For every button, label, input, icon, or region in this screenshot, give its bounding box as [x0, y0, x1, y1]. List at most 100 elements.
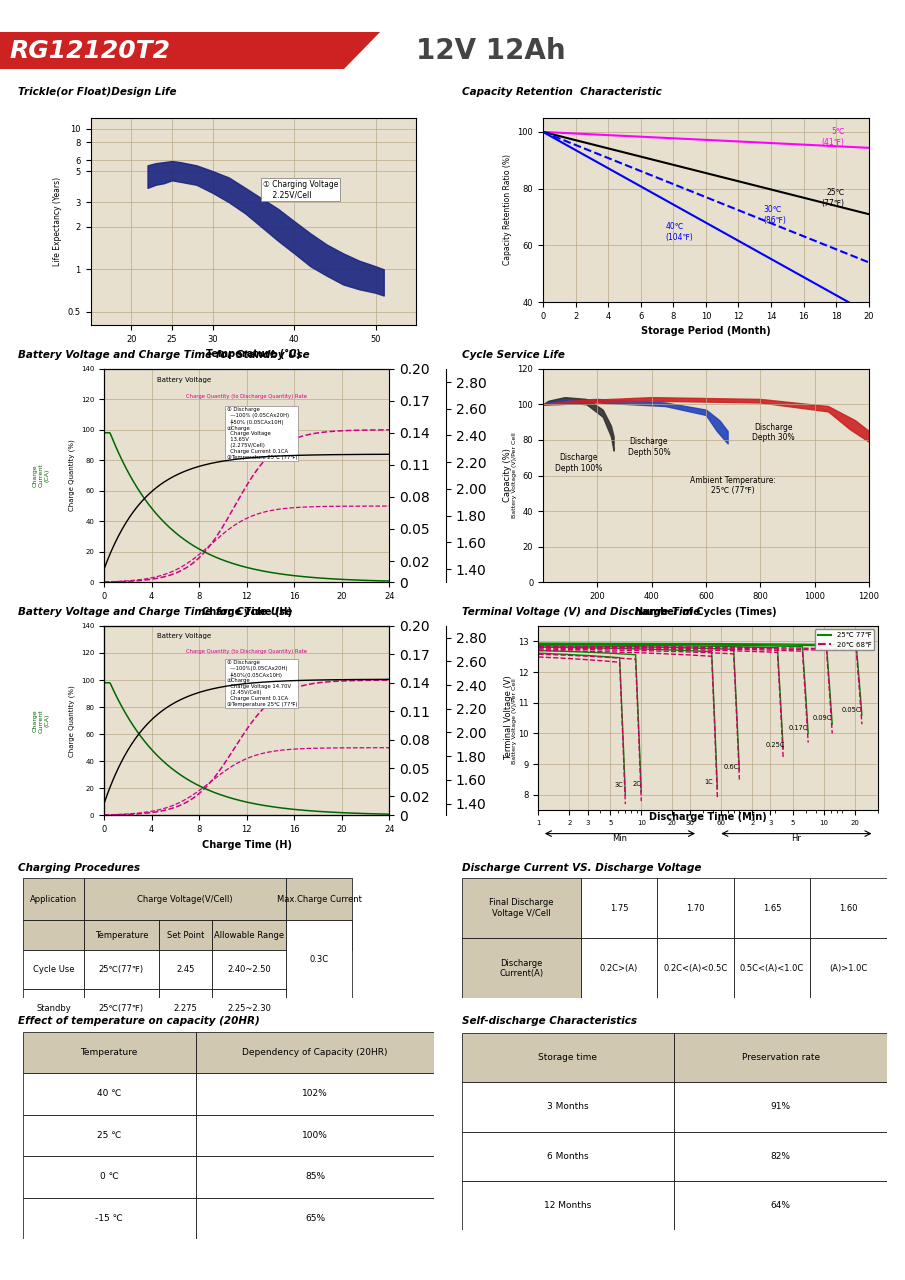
Legend: 25℃ 77℉, 20℃ 68℉: 25℃ 77℉, 20℃ 68℉ — [814, 630, 874, 650]
Bar — [462, 938, 581, 998]
Text: Discharge
Depth 30%: Discharge Depth 30% — [752, 424, 795, 443]
Bar — [674, 1132, 887, 1180]
Bar — [23, 1115, 195, 1156]
Text: Charge Quantity (to Discharge Quantity) Rate: Charge Quantity (to Discharge Quantity) … — [186, 649, 307, 654]
Bar — [657, 878, 734, 938]
Text: 40 ℃: 40 ℃ — [97, 1089, 121, 1098]
Bar — [581, 938, 657, 998]
Text: ① Discharge
  —100%(0.05CAx20H)
  ╄50%(0.05CAx10H)
②Charge
  Charge Voltage 14.7: ① Discharge —100%(0.05CAx20H) ╄50%(0.05C… — [226, 660, 297, 707]
Text: RG12120T2: RG12120T2 — [9, 38, 170, 63]
Text: 12 Months: 12 Months — [544, 1201, 592, 1210]
Text: 1.65: 1.65 — [763, 904, 781, 913]
Text: Self-discharge Characteristics: Self-discharge Characteristics — [462, 1016, 636, 1027]
Y-axis label: Charge Quantity (%): Charge Quantity (%) — [69, 685, 75, 756]
Text: 2C: 2C — [632, 781, 641, 787]
X-axis label: Temperature (°C): Temperature (°C) — [206, 349, 300, 360]
Text: Max.Charge Current: Max.Charge Current — [277, 895, 361, 904]
Text: 40℃
(104℉): 40℃ (104℉) — [665, 223, 693, 242]
Text: 0.25C: 0.25C — [766, 742, 785, 749]
Y-axis label: Capacity Retention Ratio (%): Capacity Retention Ratio (%) — [503, 155, 512, 265]
Text: Discharge
Depth 100%: Discharge Depth 100% — [555, 453, 602, 472]
Text: Discharge
Depth 50%: Discharge Depth 50% — [627, 438, 671, 457]
Y-axis label: Terminal Voltage (V): Terminal Voltage (V) — [503, 676, 512, 760]
Text: 0.2C>(A): 0.2C>(A) — [600, 964, 638, 973]
Text: 100%: 100% — [302, 1130, 328, 1140]
Text: Cycle Service Life: Cycle Service Life — [462, 349, 565, 360]
Y-axis label: Capacity (%): Capacity (%) — [503, 448, 512, 503]
Text: 2.45: 2.45 — [176, 965, 195, 974]
Text: 64%: 64% — [770, 1201, 791, 1210]
Bar — [462, 1132, 674, 1180]
Bar — [462, 1033, 674, 1083]
Bar — [810, 878, 887, 938]
Text: 91%: 91% — [770, 1102, 791, 1111]
Text: 0.6C: 0.6C — [724, 764, 738, 769]
Bar — [286, 920, 352, 950]
X-axis label: Number of Cycles (Times): Number of Cycles (Times) — [635, 607, 776, 617]
Y-axis label: Battery Voltage (V)/Per Cell: Battery Voltage (V)/Per Cell — [511, 678, 517, 763]
Text: Temperature: Temperature — [95, 931, 148, 940]
Bar — [734, 938, 810, 998]
Text: ① Discharge
  —100% (0.05CAx20H)
  ╄50% (0.05CAx10H)
②Charge
  Charge Voltage
  : ① Discharge —100% (0.05CAx20H) ╄50% (0.0… — [226, 407, 297, 460]
Bar — [84, 950, 158, 989]
Text: Preservation rate: Preservation rate — [741, 1053, 820, 1062]
Text: Battery Voltage: Battery Voltage — [157, 378, 211, 383]
Text: 2.25~2.30: 2.25~2.30 — [227, 1005, 271, 1014]
Text: 1C: 1C — [704, 780, 713, 785]
Text: 0.17C: 0.17C — [789, 726, 808, 731]
Text: 0 ℃: 0 ℃ — [100, 1172, 119, 1181]
Bar — [84, 920, 158, 950]
X-axis label: Storage Period (Month): Storage Period (Month) — [641, 326, 771, 337]
Text: 0.5C<(A)<1.0C: 0.5C<(A)<1.0C — [740, 964, 805, 973]
Text: -15 ℃: -15 ℃ — [95, 1213, 123, 1222]
Bar — [286, 920, 352, 998]
Text: Final Discharge
Voltage V/Cell: Final Discharge Voltage V/Cell — [489, 899, 553, 918]
Text: 0.05C: 0.05C — [842, 707, 861, 713]
Text: Effect of temperature on capacity (20HR): Effect of temperature on capacity (20HR) — [18, 1016, 260, 1027]
Y-axis label: Life Expectancy (Years): Life Expectancy (Years) — [53, 177, 62, 266]
Bar — [286, 878, 352, 920]
Text: Hr: Hr — [792, 835, 801, 844]
Bar — [158, 920, 212, 950]
Text: Standby: Standby — [36, 1005, 71, 1014]
Text: Terminal Voltage (V) and Discharge Time: Terminal Voltage (V) and Discharge Time — [462, 607, 700, 617]
Text: Charge
Current
(CA): Charge Current (CA) — [33, 463, 50, 488]
Text: 1.60: 1.60 — [839, 904, 858, 913]
Text: Discharge
Current(A): Discharge Current(A) — [499, 959, 543, 978]
Bar — [23, 1032, 195, 1073]
Bar — [23, 989, 84, 1029]
Bar — [23, 1198, 195, 1239]
Bar — [734, 878, 810, 938]
Polygon shape — [0, 32, 380, 69]
Text: 25℃(77℉): 25℃(77℉) — [99, 1005, 144, 1014]
Text: 2.275: 2.275 — [174, 1005, 197, 1014]
Text: Temperature: Temperature — [81, 1048, 138, 1057]
Text: 5℃
(41℉): 5℃ (41℉) — [822, 127, 844, 147]
Y-axis label: Charge Quantity (%): Charge Quantity (%) — [69, 439, 75, 512]
Text: Ambient Temperature:
25℃ (77℉): Ambient Temperature: 25℃ (77℉) — [691, 476, 776, 495]
Text: 102%: 102% — [302, 1089, 328, 1098]
Text: 82%: 82% — [770, 1152, 791, 1161]
Bar — [84, 989, 158, 1029]
Bar — [195, 1156, 434, 1198]
Text: Capacity Retention  Characteristic: Capacity Retention Characteristic — [462, 87, 662, 97]
Text: 3 Months: 3 Months — [548, 1102, 588, 1111]
Text: 25℃
(77℉): 25℃ (77℉) — [822, 188, 844, 207]
Y-axis label: Battery Voltage (V)/Per Cell: Battery Voltage (V)/Per Cell — [511, 433, 517, 518]
X-axis label: Charge Time (H): Charge Time (H) — [202, 840, 291, 850]
Text: Allowable Range: Allowable Range — [214, 931, 284, 940]
Text: 25 ℃: 25 ℃ — [97, 1130, 121, 1140]
Bar — [657, 938, 734, 998]
Text: 0.3C: 0.3C — [310, 955, 329, 964]
Text: Charge Voltage(V/Cell): Charge Voltage(V/Cell) — [138, 895, 233, 904]
Text: 1.75: 1.75 — [610, 904, 628, 913]
Text: 65%: 65% — [305, 1213, 325, 1222]
Text: Trickle(or Float)Design Life: Trickle(or Float)Design Life — [18, 87, 176, 97]
Bar — [195, 1073, 434, 1115]
Text: Cycle Use: Cycle Use — [33, 965, 74, 974]
Bar — [158, 950, 212, 989]
Bar — [23, 878, 84, 920]
Text: Min: Min — [613, 835, 627, 844]
Text: (A)>1.0C: (A)>1.0C — [830, 964, 868, 973]
Text: Application: Application — [30, 895, 77, 904]
